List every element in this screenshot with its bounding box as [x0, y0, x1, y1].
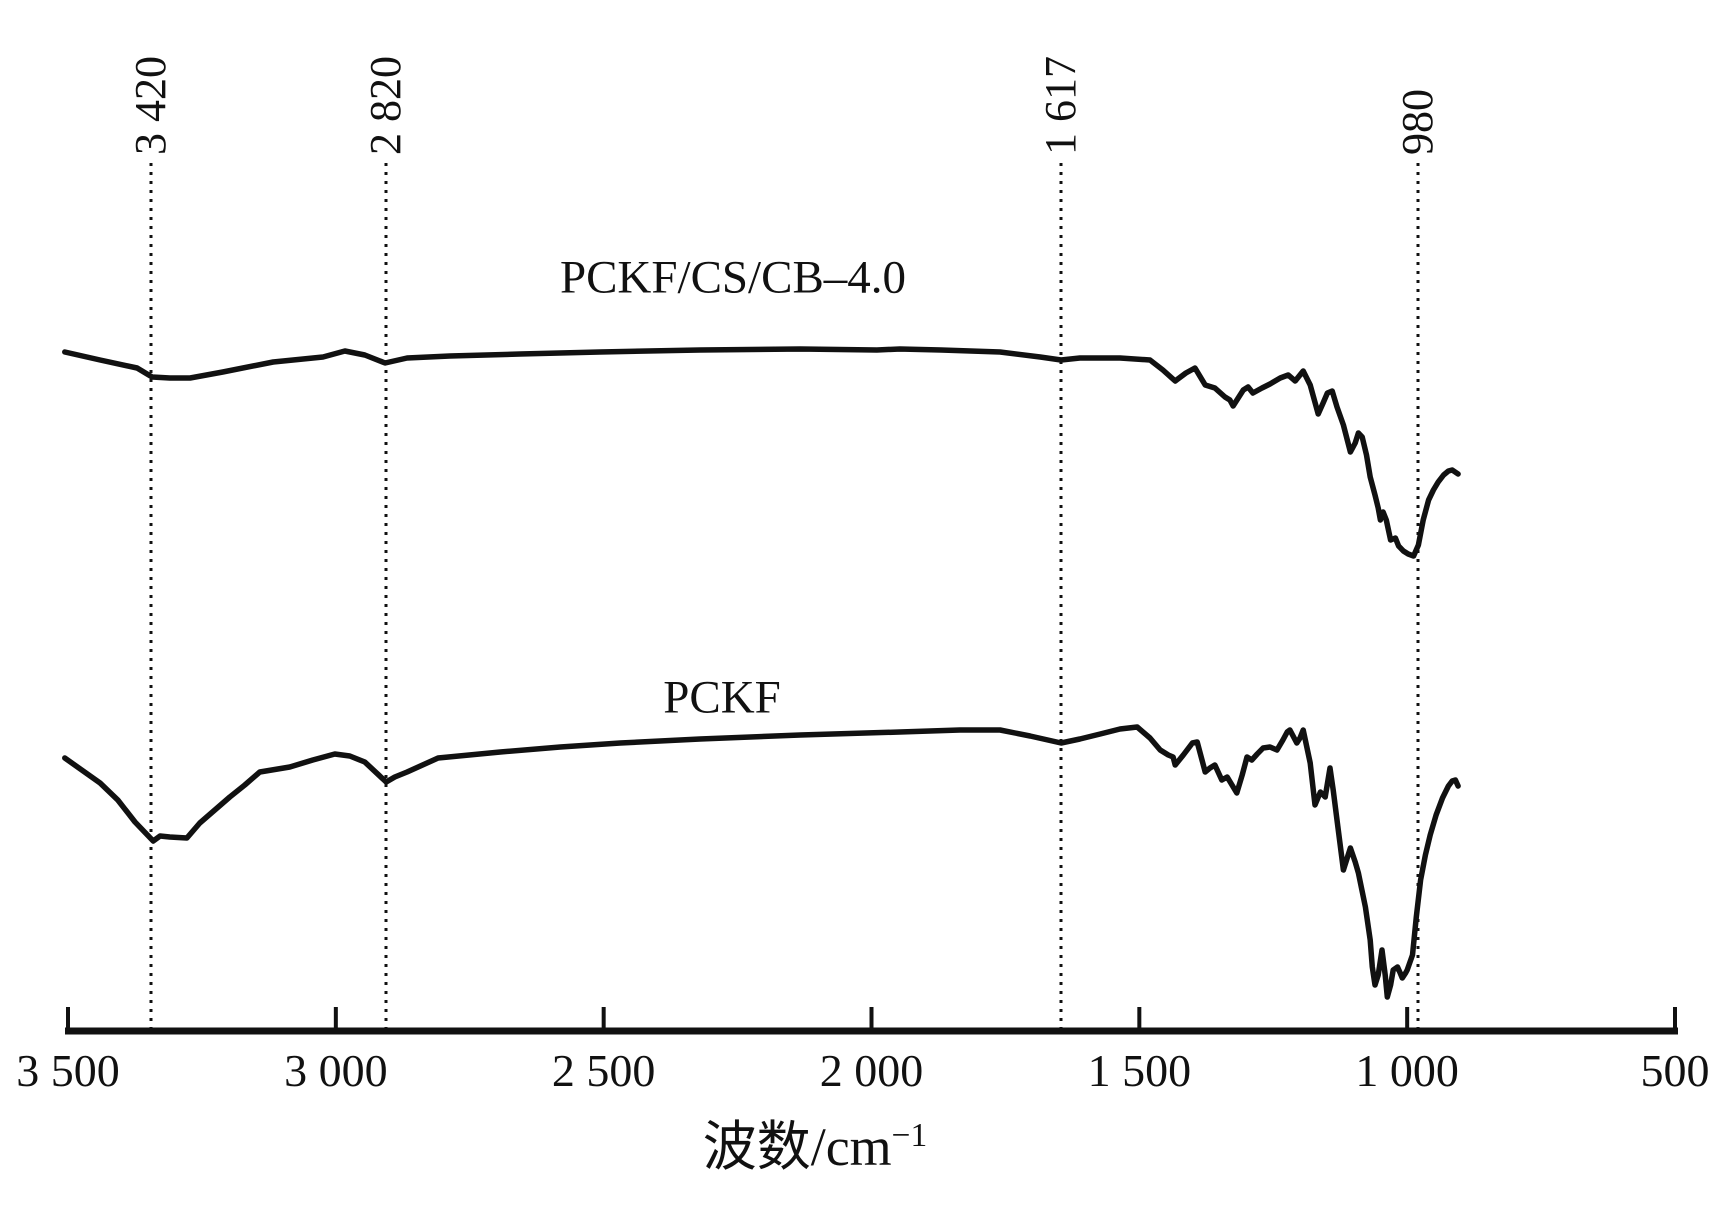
x-axis-title: 波数/cm−1 [702, 1117, 928, 1177]
x-tick-label-3500: 3 500 [16, 1045, 120, 1096]
x-axis-title-base: 波数/cm [702, 1117, 892, 1177]
x-tick-label-2500: 2 500 [551, 1045, 656, 1096]
spectrum-curve-pckf-cs-cb-4 [62, 346, 1461, 559]
x-tick-label-1000: 1 000 [1355, 1045, 1459, 1096]
spectrum-curve-pckf [62, 724, 1461, 1000]
series-label-pckf: PCKF [663, 671, 781, 724]
peak-label-1617: 1 617 [1036, 56, 1085, 155]
x-tick-label-2000: 2 000 [819, 1045, 924, 1096]
peak-label-980: 980 [1393, 89, 1442, 155]
x-tick-label-500: 500 [1640, 1045, 1710, 1096]
x-tick-label-3000: 3 000 [284, 1045, 388, 1096]
peak-label-3420: 3 420 [126, 56, 175, 155]
x-axis-title-exponent: −1 [891, 1117, 928, 1154]
peak-label-2820: 2 820 [361, 56, 410, 155]
x-tick-label-1500: 1 500 [1087, 1045, 1192, 1096]
series-label-pckf-cs-cb-4: PCKF/CS/CB–4.0 [559, 251, 907, 304]
